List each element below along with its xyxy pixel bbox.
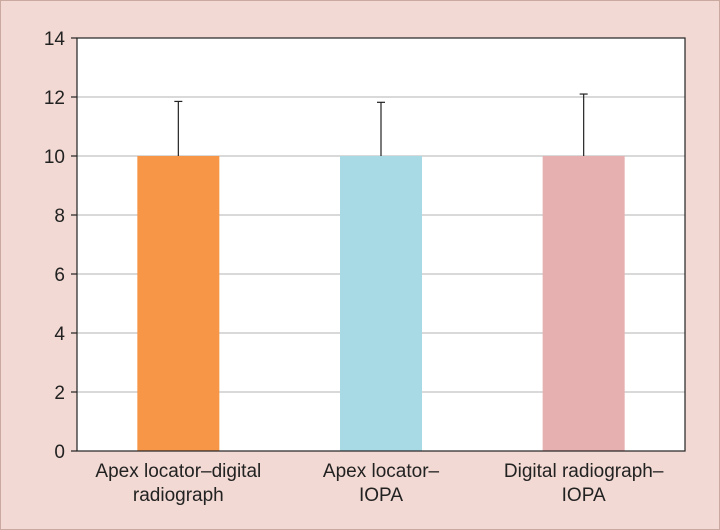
error-bars [174, 93, 588, 156]
bar [137, 156, 220, 451]
y-tick-label: 8 [54, 206, 65, 227]
bars [137, 156, 625, 451]
bar [542, 156, 625, 451]
x-category-label: Apex locator– IOPA [323, 461, 440, 506]
y-tick-label: 4 [54, 324, 65, 345]
y-tick-label: 0 [54, 442, 65, 463]
axes [71, 37, 686, 452]
plot-border [76, 37, 686, 452]
x-category-label: Apex locator–digital radiograph [95, 461, 261, 506]
y-tick-label: 10 [44, 147, 65, 168]
y-tick-label: 12 [44, 88, 65, 109]
y-tick-label: 6 [54, 265, 65, 286]
y-tick-label: 2 [54, 383, 65, 404]
x-category-label: Digital radiograph– IOPA [504, 461, 664, 506]
bar [340, 156, 422, 451]
labels: 0 2 4 6 8 10 12 14 Apex locator–digital radiograp… [44, 29, 664, 506]
y-tick-label: 14 [44, 29, 66, 50]
